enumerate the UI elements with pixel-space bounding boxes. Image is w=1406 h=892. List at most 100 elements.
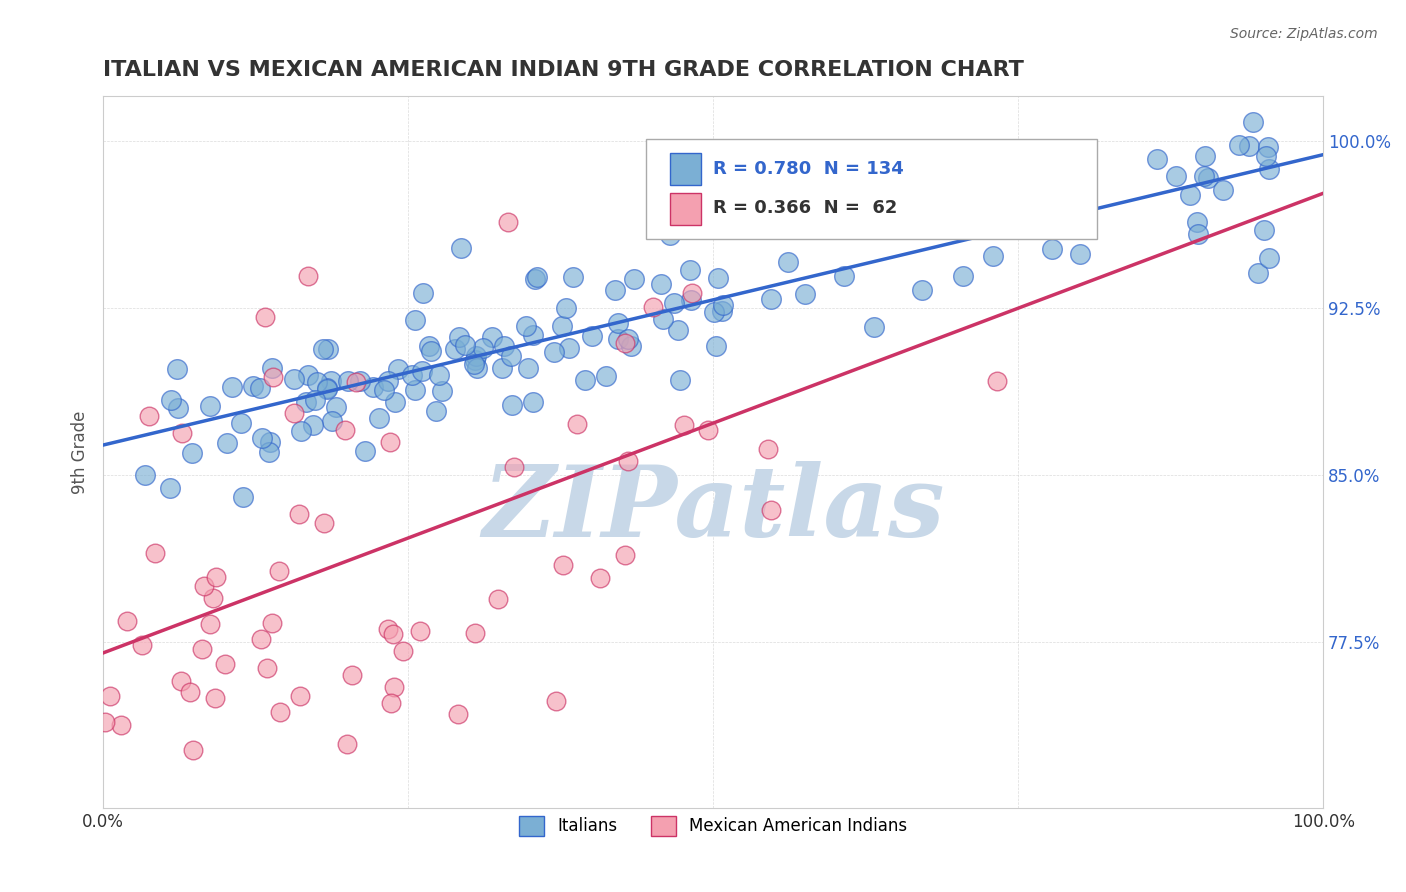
Mexican American Indians [498,215,520,229]
Italians [666,323,689,337]
Italians [232,490,254,504]
Italians [257,445,280,459]
Italians [952,268,974,283]
Mexican American Indians [336,737,359,751]
Italians [283,372,305,386]
Italians [561,269,583,284]
Y-axis label: 9th Grade: 9th Grade [72,410,89,494]
Mexican American Indians [288,507,311,521]
Italians [259,434,281,449]
Mexican American Indians [697,423,720,437]
Mexican American Indians [589,571,612,585]
Mexican American Indians [681,286,703,301]
Italians [1185,215,1208,229]
Mexican American Indians [256,661,278,675]
Italians [250,431,273,445]
Text: ZIPatlas: ZIPatlas [482,461,945,558]
Mexican American Indians [200,617,222,632]
Italians [315,381,337,395]
Italians [681,293,703,308]
Mexican American Indians [761,503,783,517]
Mexican American Indians [382,680,405,694]
Italians [494,339,516,353]
Mexican American Indians [377,622,399,636]
Italians [1237,138,1260,153]
Italians [501,398,523,412]
Italians [879,186,901,200]
Bar [671,193,702,225]
Mexican American Indians [110,718,132,732]
Italians [981,249,1004,263]
Italians [242,379,264,393]
Mexican American Indians [378,434,401,449]
Mexican American Indians [447,707,470,722]
Italians [450,241,472,255]
Italians [304,393,326,408]
Italians [312,342,335,356]
Italians [956,183,979,197]
Italians [316,382,339,396]
Italians [465,349,488,363]
Italians [1194,149,1216,163]
Italians [910,284,932,298]
Italians [1178,188,1201,202]
Mexican American Indians [297,268,319,283]
Italians [595,369,617,384]
Mexican American Indians [502,460,524,475]
Italians [447,330,470,344]
Italians [501,349,523,363]
Italians [574,373,596,387]
Italians [1146,152,1168,166]
Mexican American Indians [986,374,1008,388]
Mexican American Indians [254,310,277,325]
Italians [1241,114,1264,128]
Italians [1227,137,1250,152]
Italians [198,399,221,413]
Italians [1257,162,1279,177]
Mexican American Indians [181,743,204,757]
Italians [481,329,503,343]
Italians [491,360,513,375]
Italians [404,383,426,397]
Italians [862,319,884,334]
Italians [134,468,156,483]
Italians [353,443,375,458]
Mexican American Indians [202,591,225,606]
Italians [454,338,477,352]
Italians [554,301,576,316]
Mexican American Indians [250,632,273,647]
Mexican American Indians [641,300,664,314]
Italians [543,344,565,359]
Mexican American Indians [672,418,695,433]
Italians [463,357,485,371]
Italians [832,269,855,284]
Italians [262,361,284,376]
Italians [1247,267,1270,281]
Italians [1164,169,1187,183]
Mexican American Indians [214,657,236,671]
Italians [1002,145,1025,160]
Mexican American Indians [380,696,402,710]
Italians [679,263,702,277]
Bar [671,153,702,186]
Mexican American Indians [565,417,588,432]
Italians [404,312,426,326]
Italians [319,374,342,388]
Italians [430,384,453,398]
Mexican American Indians [340,668,363,682]
Italians [607,317,630,331]
Italians [181,446,204,460]
Mexican American Indians [848,219,870,233]
Italians [361,380,384,394]
Italians [166,362,188,376]
Text: ITALIAN VS MEXICAN AMERICAN INDIAN 9TH GRADE CORRELATION CHART: ITALIAN VS MEXICAN AMERICAN INDIAN 9TH G… [103,60,1024,79]
Italians [295,395,318,409]
Italians [387,361,409,376]
Mexican American Indians [204,570,226,584]
Italians [159,481,181,495]
Italians [377,374,399,388]
Italians [301,417,323,432]
Italians [472,341,495,355]
Italians [1187,227,1209,241]
Italians [662,296,685,310]
